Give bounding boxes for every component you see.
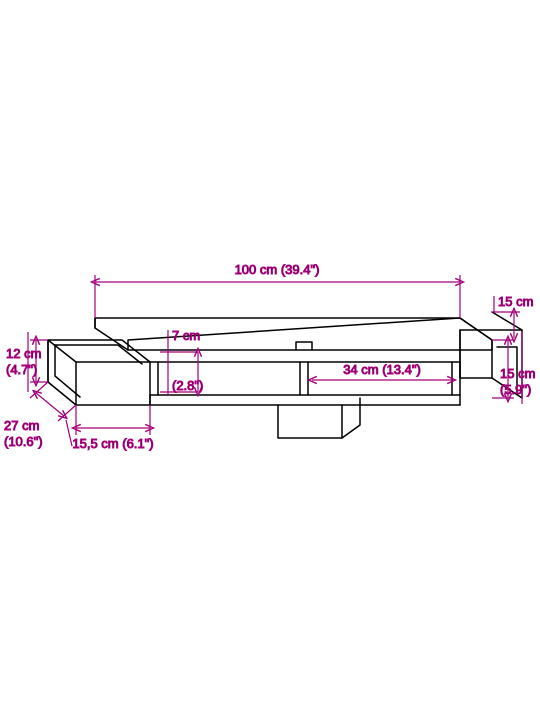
svg-text:(5.9"): (5.9") [500,382,531,397]
svg-text:15 cm: 15 cm [500,366,535,381]
dim-width-top: 100 cm (39.4") [235,262,320,277]
product-outline [48,312,522,438]
svg-text:(2.8"): (2.8") [172,378,203,393]
svg-text:27 cm: 27 cm [4,418,39,433]
dim-right-h2: 15 cm [498,294,533,309]
svg-text:(4.7"): (4.7") [6,362,37,377]
svg-text:7 cm: 7 cm [172,328,200,343]
svg-text:(10.6"): (10.6") [4,434,43,449]
dimension-diagram: 100 cm (39.4") 7 cm (2.8") 34 cm (13.4")… [0,0,540,720]
dim-shelf-w: 34 cm (13.4") [343,362,421,377]
dim-left-w: 15,5 cm (6.1") [72,436,153,451]
dimensions: 100 cm (39.4") 7 cm (2.8") 34 cm (13.4")… [0,0,535,451]
svg-text:12 cm: 12 cm [6,346,41,361]
